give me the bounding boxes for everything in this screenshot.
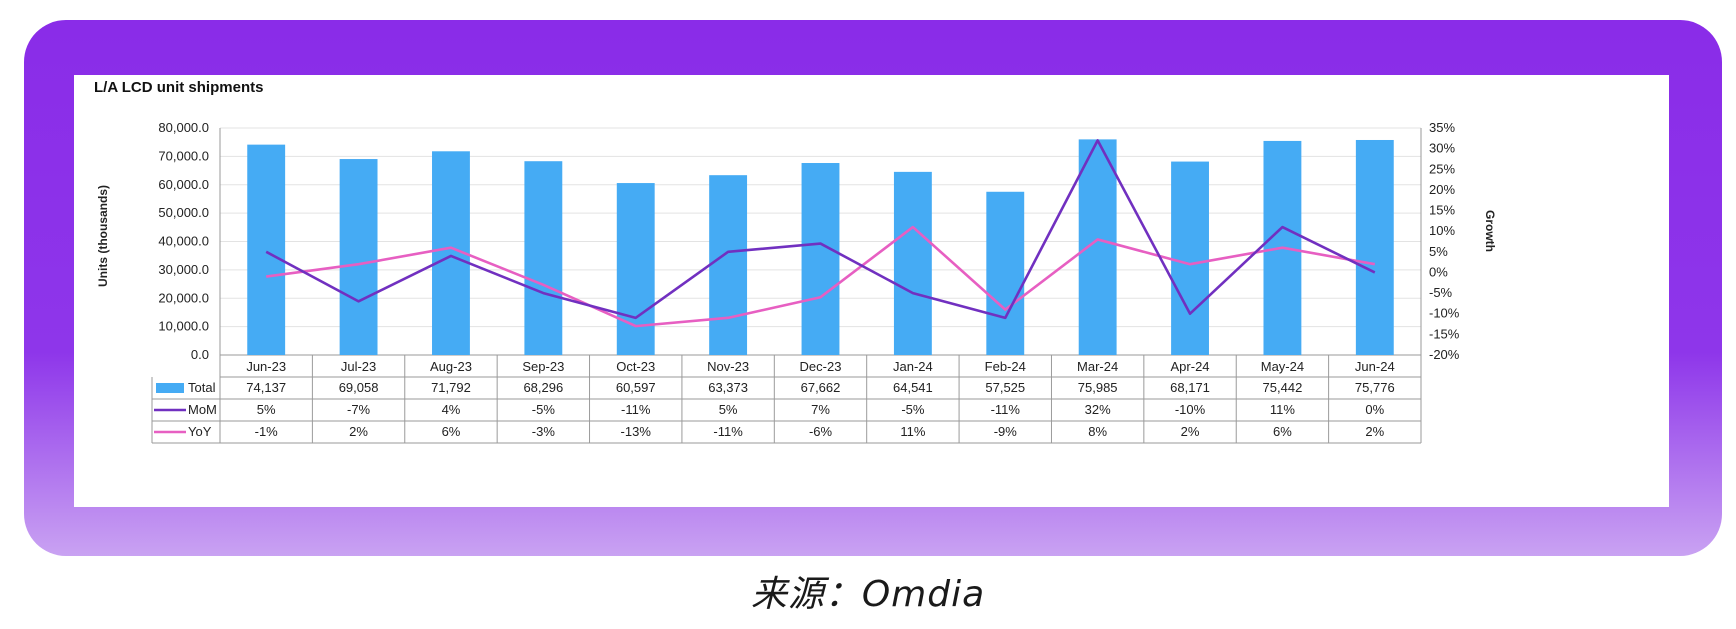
table-cell-mom: -7%: [347, 402, 371, 417]
bar-total: [801, 163, 840, 355]
y-tick-label: 40,000.0: [158, 234, 209, 249]
bar-total: [893, 171, 932, 355]
y2-tick-label: 25%: [1429, 161, 1455, 176]
y2-tick-label: 15%: [1429, 203, 1455, 218]
x-tick-label: Mar-24: [1077, 359, 1118, 374]
table-cell-yoy: 6%: [1273, 424, 1292, 439]
y2-tick-label: 20%: [1429, 182, 1455, 197]
legend-label-yoy: YoY: [188, 424, 212, 439]
source-caption: 来源：Omdia: [750, 574, 986, 615]
y2-tick-label: 0%: [1429, 264, 1448, 279]
table-cell-mom: -11%: [991, 402, 1021, 417]
y-tick-label: 10,000.0: [158, 319, 209, 334]
table-cell-mom: -5%: [532, 402, 556, 417]
table-cell-mom: 0%: [1365, 402, 1384, 417]
table-cell-yoy: -11%: [713, 424, 743, 439]
y2-tick-label: 30%: [1429, 141, 1455, 156]
table-cell-total: 69,058: [339, 380, 379, 395]
table-cell-yoy: -6%: [809, 424, 833, 439]
table-cell-total: 57,525: [985, 380, 1025, 395]
table-cell-total: 60,597: [616, 380, 656, 395]
table-cell-mom: 11%: [1270, 402, 1295, 417]
chart-svg: L/A LCD unit shipments Units (thousands)…: [94, 79, 1497, 444]
y-tick-label: 70,000.0: [158, 148, 209, 163]
y-tick-label: 0.0: [191, 347, 209, 362]
y2-tick-label: 35%: [1429, 120, 1455, 135]
table-cell-total: 68,296: [523, 380, 563, 395]
table-cell-yoy: -9%: [994, 424, 1018, 439]
bar-total: [986, 191, 1025, 355]
x-tick-label: Aug-23: [430, 359, 472, 374]
table-cell-yoy: -3%: [532, 424, 556, 439]
table-cell-mom: 5%: [719, 402, 738, 417]
x-tick-label: Jun-23: [246, 359, 286, 374]
table-cell-yoy: 8%: [1088, 424, 1107, 439]
x-tick-label: Sep-23: [522, 359, 564, 374]
bar-total: [1078, 139, 1117, 355]
table-cell-mom: 5%: [257, 402, 276, 417]
bar-total: [339, 159, 378, 355]
legend-label-total: Total: [188, 380, 216, 395]
y2-tick-label: -20%: [1429, 347, 1460, 362]
table-cell-total: 68,171: [1170, 380, 1210, 395]
x-tick-label: May-24: [1261, 359, 1304, 374]
y2-tick-label: -10%: [1429, 306, 1460, 321]
bar-total: [247, 144, 286, 355]
y-tick-label: 60,000.0: [158, 177, 209, 192]
table-cell-yoy: 2%: [1365, 424, 1384, 439]
table-cell-total: 74,137: [246, 380, 286, 395]
x-tick-label: Feb-24: [985, 359, 1026, 374]
table-cell-yoy: 6%: [442, 424, 461, 439]
y2-tick-label: 10%: [1429, 223, 1455, 238]
y-axis-label: Units (thousands): [96, 185, 110, 287]
table-cell-mom: -5%: [901, 402, 925, 417]
bar-total: [1355, 139, 1394, 355]
y-tick-label: 50,000.0: [158, 205, 209, 220]
x-tick-label: Jan-24: [893, 359, 933, 374]
x-tick-label: Apr-24: [1171, 359, 1210, 374]
bar-total: [709, 175, 748, 355]
line-mom: [265, 139, 1376, 320]
table-cell-total: 75,985: [1078, 380, 1118, 395]
table-cell-total: 67,662: [801, 380, 841, 395]
table-cell-total: 64,541: [893, 380, 933, 395]
table-cell-mom: -10%: [1175, 402, 1206, 417]
table-cell-mom: -11%: [621, 402, 651, 417]
chart-title: L/A LCD unit shipments: [94, 79, 263, 96]
bar-total: [524, 161, 563, 355]
table-cell-mom: 7%: [811, 402, 830, 417]
table-cell-mom: 32%: [1085, 402, 1111, 417]
bar-total: [1171, 161, 1209, 355]
table-cell-yoy: 2%: [1181, 424, 1200, 439]
y2-tick-label: -5%: [1429, 285, 1453, 300]
y2-axis-label: Growth: [1483, 210, 1497, 252]
line-yoy: [266, 225, 1376, 328]
y-tick-label: 30,000.0: [158, 262, 209, 277]
table-cell-total: 75,776: [1355, 380, 1395, 395]
y2-tick-label: -15%: [1429, 326, 1460, 341]
x-tick-label: Jun-24: [1355, 359, 1395, 374]
table-cell-yoy: -13%: [621, 424, 652, 439]
table-cell-yoy: -1%: [255, 424, 279, 439]
x-tick-label: Jul-23: [341, 359, 376, 374]
bar-total: [616, 183, 655, 355]
x-tick-label: Nov-23: [707, 359, 749, 374]
y-tick-label: 20,000.0: [158, 290, 209, 305]
table-cell-total: 75,442: [1263, 380, 1303, 395]
x-tick-label: Oct-23: [616, 359, 655, 374]
legend-swatch-total: [156, 383, 184, 393]
table-cell-total: 63,373: [708, 380, 748, 395]
x-tick-label: Dec-23: [800, 359, 842, 374]
table-cell-yoy: 11%: [900, 424, 925, 439]
legend-label-mom: MoM: [188, 402, 217, 417]
y-tick-label: 80,000.0: [158, 120, 209, 135]
table-cell-mom: 4%: [442, 402, 461, 417]
y2-tick-label: 5%: [1429, 244, 1448, 259]
table-cell-yoy: 2%: [349, 424, 368, 439]
table-cell-total: 71,792: [431, 380, 471, 395]
chart-panel: L/A LCD unit shipments Units (thousands)…: [74, 75, 1669, 507]
